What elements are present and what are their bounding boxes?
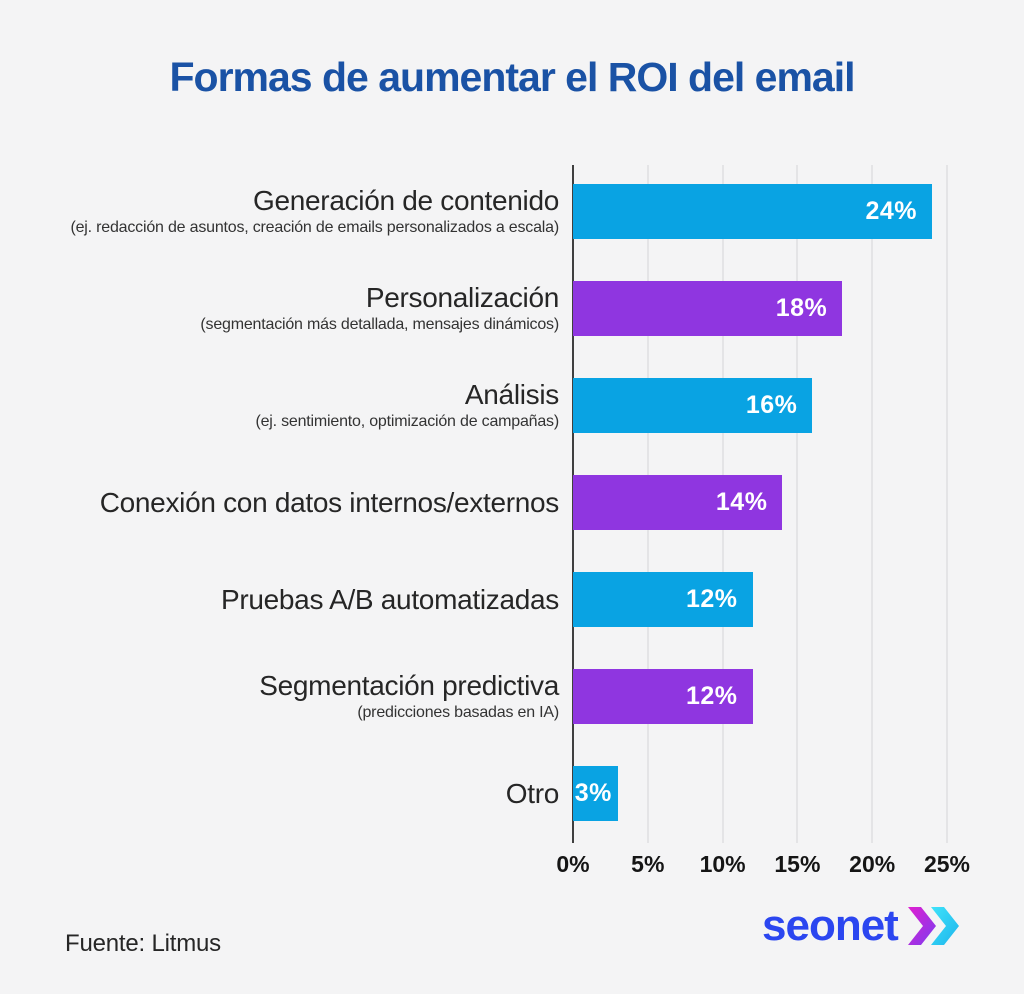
- bar-cell: 16%: [573, 378, 1024, 433]
- category-label-block: Conexión con datos internos/externos: [0, 486, 573, 518]
- bar-value-label: 24%: [865, 197, 918, 225]
- x-tick-label: 15%: [774, 851, 821, 877]
- bar: 24%: [573, 184, 933, 239]
- gridline: [946, 165, 948, 843]
- x-tick-label: 25%: [923, 851, 971, 877]
- logo-chevron-icon: [907, 906, 961, 951]
- bar-row: Otro 3%: [0, 766, 1024, 821]
- bar-row: Personalización (segmentación más detall…: [0, 281, 1024, 336]
- page-title: Formas de aumentar el ROI del email: [169, 54, 855, 100]
- bar: 3%: [573, 766, 618, 821]
- x-tick-label: 20%: [849, 851, 896, 877]
- x-tick-label: 5%: [631, 851, 665, 877]
- bar-rows: Generación de contenido (ej. redacción d…: [0, 184, 1024, 821]
- bar-cell: 3%: [573, 766, 1024, 821]
- category-label: Otro: [505, 777, 560, 809]
- bar-chart: 0% 5% 10% 15% 20% 25% Generación de cont…: [0, 165, 1024, 885]
- bar-row: Análisis (ej. sentimiento, optimización …: [0, 378, 1024, 433]
- bar: 16%: [573, 378, 813, 433]
- logo-wordmark: seonet: [762, 900, 899, 950]
- category-subtitle: (predicciones basadas en IA): [357, 704, 559, 722]
- bar-cell: 14%: [573, 475, 1024, 530]
- category-label: Análisis: [464, 378, 559, 410]
- category-subtitle: (ej. sentimiento, optimización de campañ…: [255, 413, 559, 431]
- category-label-block: Segmentación predictiva (predicciones ba…: [0, 669, 573, 722]
- category-label-block: Otro: [0, 777, 573, 809]
- x-tick-label: 0%: [556, 851, 590, 877]
- category-subtitle: (segmentación más detallada, mensajes di…: [200, 316, 559, 334]
- bar-cell: 24%: [573, 184, 1024, 239]
- bar-value-label: 3%: [574, 779, 612, 807]
- category-label: Generación de contenido: [253, 184, 559, 216]
- gridline: [871, 165, 874, 843]
- source-note: Fuente: Litmus: [65, 930, 221, 957]
- bar-value-label: 14%: [715, 488, 768, 516]
- bar-cell: 12%: [573, 669, 1024, 724]
- category-label: Conexión con datos internos/externos: [99, 486, 560, 518]
- bar: 12%: [573, 572, 753, 627]
- bar-row: Conexión con datos internos/externos 14%: [0, 475, 1024, 530]
- bar-value-label: 12%: [685, 585, 738, 613]
- category-subtitle: (ej. redacción de asuntos, creación de e…: [70, 219, 559, 237]
- seonet-logo: seonet: [762, 903, 961, 948]
- bar-value-label: 16%: [745, 391, 798, 419]
- bar-row: Generación de contenido (ej. redacción d…: [0, 184, 1024, 239]
- category-label-block: Análisis (ej. sentimiento, optimización …: [0, 378, 573, 431]
- bar: 12%: [573, 669, 753, 724]
- bar-row: Segmentación predictiva (predicciones ba…: [0, 669, 1024, 724]
- category-label-block: Generación de contenido (ej. redacción d…: [0, 184, 573, 237]
- bar-value-label: 12%: [685, 682, 738, 710]
- x-tick-label: 10%: [699, 851, 746, 877]
- bar: 18%: [573, 281, 843, 336]
- bar-cell: 12%: [573, 572, 1024, 627]
- category-label: Segmentación predictiva: [259, 669, 559, 701]
- category-label-block: Pruebas A/B automatizadas: [0, 583, 573, 615]
- category-label-block: Personalización (segmentación más detall…: [0, 281, 573, 334]
- category-label: Pruebas A/B automatizadas: [220, 583, 559, 615]
- bar: 14%: [573, 475, 783, 530]
- category-label: Personalización: [365, 281, 559, 313]
- bar-cell: 18%: [573, 281, 1024, 336]
- gridline: [796, 165, 799, 843]
- bar-row: Pruebas A/B automatizadas 12%: [0, 572, 1024, 627]
- bar-value-label: 18%: [775, 294, 828, 322]
